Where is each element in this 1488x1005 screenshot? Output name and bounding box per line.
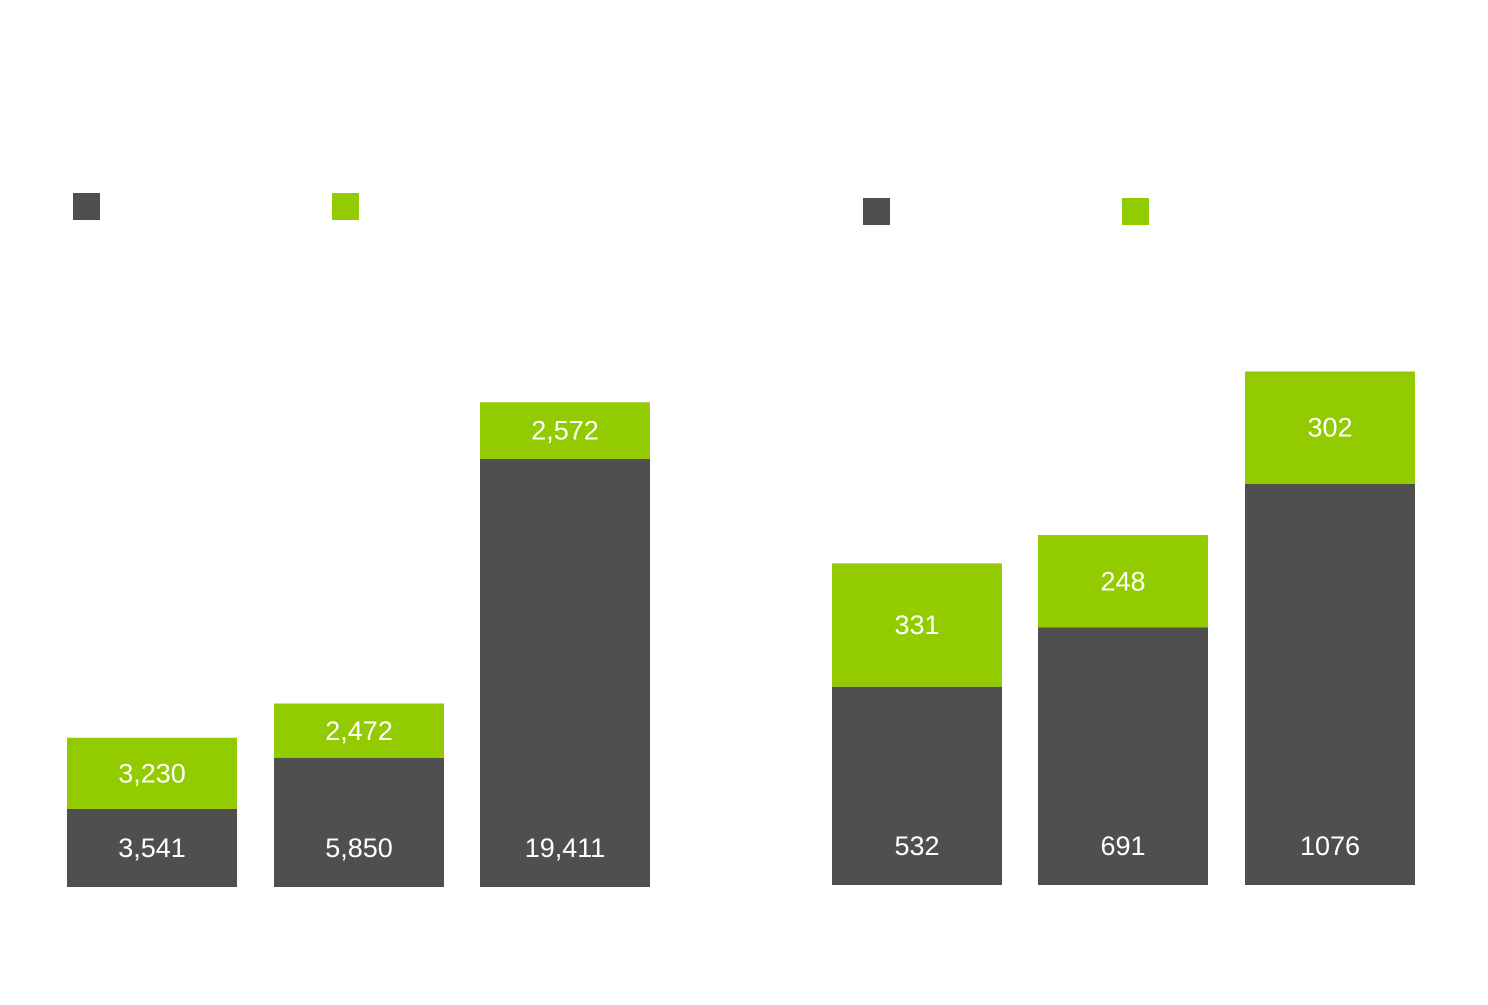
data-label: 2,572: [531, 416, 599, 446]
data-label: 1076: [1300, 831, 1360, 861]
data-label: 2,472: [325, 716, 393, 746]
data-label: 532: [894, 831, 939, 861]
legend-swatch-base: [73, 193, 100, 220]
bar-segment-base: [274, 758, 444, 887]
legend-swatch-top: [1122, 198, 1149, 225]
bar-segment-base: [1245, 484, 1415, 885]
legend-swatch-base: [863, 198, 890, 225]
data-label: 5,850: [325, 833, 393, 863]
data-label: 331: [894, 610, 939, 640]
bar-segment-top: [480, 402, 650, 459]
data-label: 19,411: [525, 833, 606, 863]
data-label: 3,230: [118, 758, 186, 788]
data-label: 3,541: [118, 833, 186, 863]
bar-segment-top: [67, 737, 237, 809]
bar-segment-top: [274, 703, 444, 759]
bar-segment-top: [1245, 371, 1415, 484]
bar-segment-base: [1038, 627, 1208, 885]
data-label: 248: [1100, 566, 1145, 596]
data-label: 302: [1307, 413, 1352, 443]
bar-segment-base: [480, 459, 650, 887]
chart-1: 3,541 3,230 5,850 2,472 19,411 2,572: [67, 193, 650, 887]
legend-swatch-top: [332, 193, 359, 220]
bar-segment-base: [832, 686, 1002, 885]
bar-segment-top: [1038, 535, 1208, 628]
bar-segment-top: [832, 563, 1002, 687]
data-label: 691: [1100, 831, 1145, 861]
bar-segment-base: [67, 808, 237, 887]
chart-2: 532 331 691 248 1076 302: [832, 198, 1415, 885]
